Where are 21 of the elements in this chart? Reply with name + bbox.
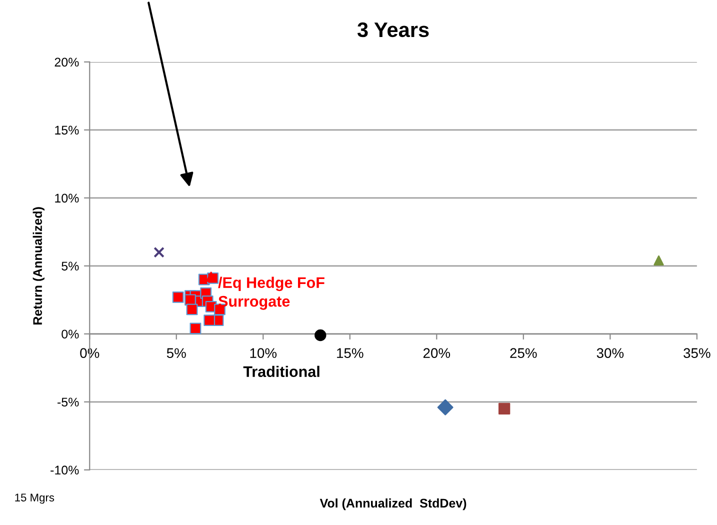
x-tick-label: 20% <box>423 348 450 358</box>
chart-title: 3 Years <box>357 22 429 38</box>
x-tick-label: 35% <box>684 348 710 358</box>
y-tick-label: 0% <box>62 330 79 339</box>
x-tick-label: 10% <box>250 348 277 358</box>
annotation: /Eq Hedge FoF Surrogate <box>218 276 324 310</box>
x-tick-label: 15% <box>337 348 364 358</box>
x-axis-title: Vol (Annualized StdDev) <box>320 498 466 510</box>
y-tick-label: -5% <box>58 398 79 407</box>
y-tick-label: 10% <box>55 194 79 203</box>
x-tick-label: 0% <box>80 348 100 358</box>
x-tick-label: 25% <box>510 348 537 358</box>
y-tick-label: 5% <box>62 262 79 271</box>
x-tick-label: 30% <box>596 348 624 358</box>
y-tick-label: -10% <box>50 466 79 475</box>
x-tick-label: 5% <box>166 348 186 358</box>
annotation: Traditional <box>243 366 320 378</box>
y-axis-title: Return (Annualized) <box>32 207 44 324</box>
text: 15 Mgrs <box>15 494 54 504</box>
y-tick-label: 15% <box>55 126 79 135</box>
y-tick-label: 20% <box>54 58 79 67</box>
